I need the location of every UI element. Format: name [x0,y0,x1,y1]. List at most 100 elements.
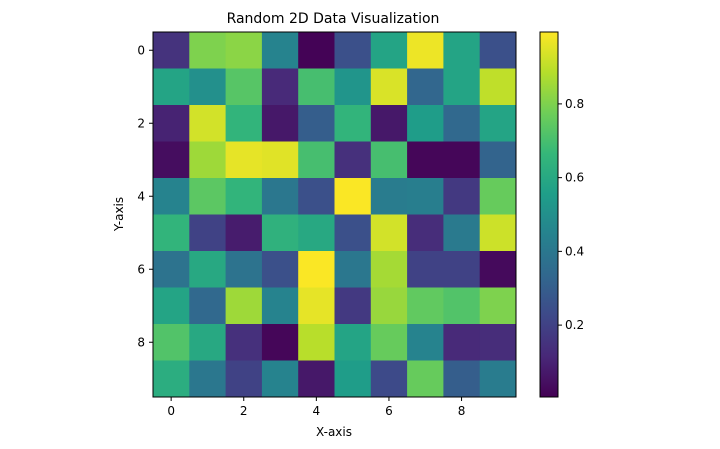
heatmap-cell [370,214,408,252]
heatmap-cell [225,68,263,106]
heatmap-cell [298,324,335,361]
heatmap-cell [334,141,372,179]
heatmap-cell [334,68,372,106]
heatmap-cell [189,251,227,288]
heatmap-cell [443,360,481,398]
heatmap-cell [153,178,190,215]
heatmap-cell [334,32,372,69]
colorbar-tick-label: 0.6 [565,171,584,185]
heatmap-cell [334,360,372,398]
heatmap-cell [443,178,481,215]
heatmap-cell [261,105,299,142]
heatmap-cell [370,68,408,106]
y-axis-label: Y-axis [112,197,126,232]
heatmap-cell [153,287,190,325]
heatmap-cell [370,105,408,142]
heatmap-cell [334,105,372,142]
heatmap-cell [479,178,517,215]
heatmap-cell [225,360,263,398]
heatmap-cell [479,287,517,325]
heatmap-cell [370,360,408,398]
heatmap-cell [189,178,227,215]
heatmap-cell [407,251,444,288]
heatmap-cell [225,324,263,361]
x-tick-label: 2 [240,404,248,418]
heatmap-cell [370,251,408,288]
heatmap-cell [443,214,481,252]
heatmap-cell [261,141,299,179]
heatmap-cell [479,214,517,252]
heatmap-cell [479,32,517,69]
heatmap-cell [298,287,335,325]
heatmap-cell [334,178,372,215]
heatmap-cell [443,68,481,106]
heatmap-cell [189,360,227,398]
heatmap-cell [443,105,481,142]
heatmap-cell [261,251,299,288]
x-tick-label: 4 [313,404,321,418]
heatmap-cell [298,68,335,106]
heatmap-cell [225,105,263,142]
heatmap-cell [370,324,408,361]
heatmap-cell [407,214,444,252]
heatmap-cell [479,360,517,398]
heatmap-cell [153,141,190,179]
y-tick-label: 2 [137,116,145,130]
heatmap-cell [479,68,517,106]
heatmap-cell [443,287,481,325]
heatmap-cell [407,324,444,361]
heatmap-cell [443,251,481,288]
y-tick-label: 8 [137,335,145,349]
heatmap-cell [298,32,335,69]
heatmap-cell [370,141,408,179]
heatmap-cell [443,141,481,179]
colorbar-tick-label: 0.2 [565,318,584,332]
y-tick-label: 6 [137,262,145,276]
heatmap-cell [479,141,517,179]
y-tick-label: 4 [137,189,145,203]
heatmap-cell [261,32,299,69]
heatmap-cell [479,105,517,142]
heatmap-cell [407,178,444,215]
heatmap-cell [334,214,372,252]
heatmap-cell [407,32,444,69]
heatmap-cell [407,287,444,325]
heatmap-cell [153,324,190,361]
heatmap-cell [261,360,299,398]
heatmap-cell [153,251,190,288]
heatmap-cell [479,251,517,288]
heatmap-cell [153,32,190,69]
heatmap-cell [225,141,263,179]
heatmap-cell [189,32,227,69]
colorbar-tick-label: 0.8 [565,97,584,111]
heatmap-cell [334,287,372,325]
heatmap-cell [334,251,372,288]
heatmap-cell [407,360,444,398]
heatmap-cell [370,32,408,69]
x-tick-label: 6 [385,404,393,418]
x-tick-label: 8 [458,404,466,418]
heatmap-cell [443,32,481,69]
heatmap-cell [261,214,299,252]
heatmap-cell [407,68,444,106]
heatmap-cell [298,251,335,288]
heatmap-cell [153,68,190,106]
heatmap-cell [225,178,263,215]
x-axis-label: X-axis [316,425,352,439]
heatmap-cell [298,141,335,179]
heatmap-cell [334,324,372,361]
heatmap-cell [261,68,299,106]
heatmap-cell [189,324,227,361]
heatmap-cell [189,105,227,142]
heatmap-cell [298,360,335,398]
heatmap-cell [189,214,227,252]
colorbar-tick-label: 0.4 [565,244,584,258]
heatmap-cell [153,214,190,252]
heatmap-cell [298,178,335,215]
x-tick-label: 0 [167,404,175,418]
plot-frame [152,31,517,398]
heatmap-cell [153,105,190,142]
heatmap-cell [189,68,227,106]
heatmap-cell [370,287,408,325]
